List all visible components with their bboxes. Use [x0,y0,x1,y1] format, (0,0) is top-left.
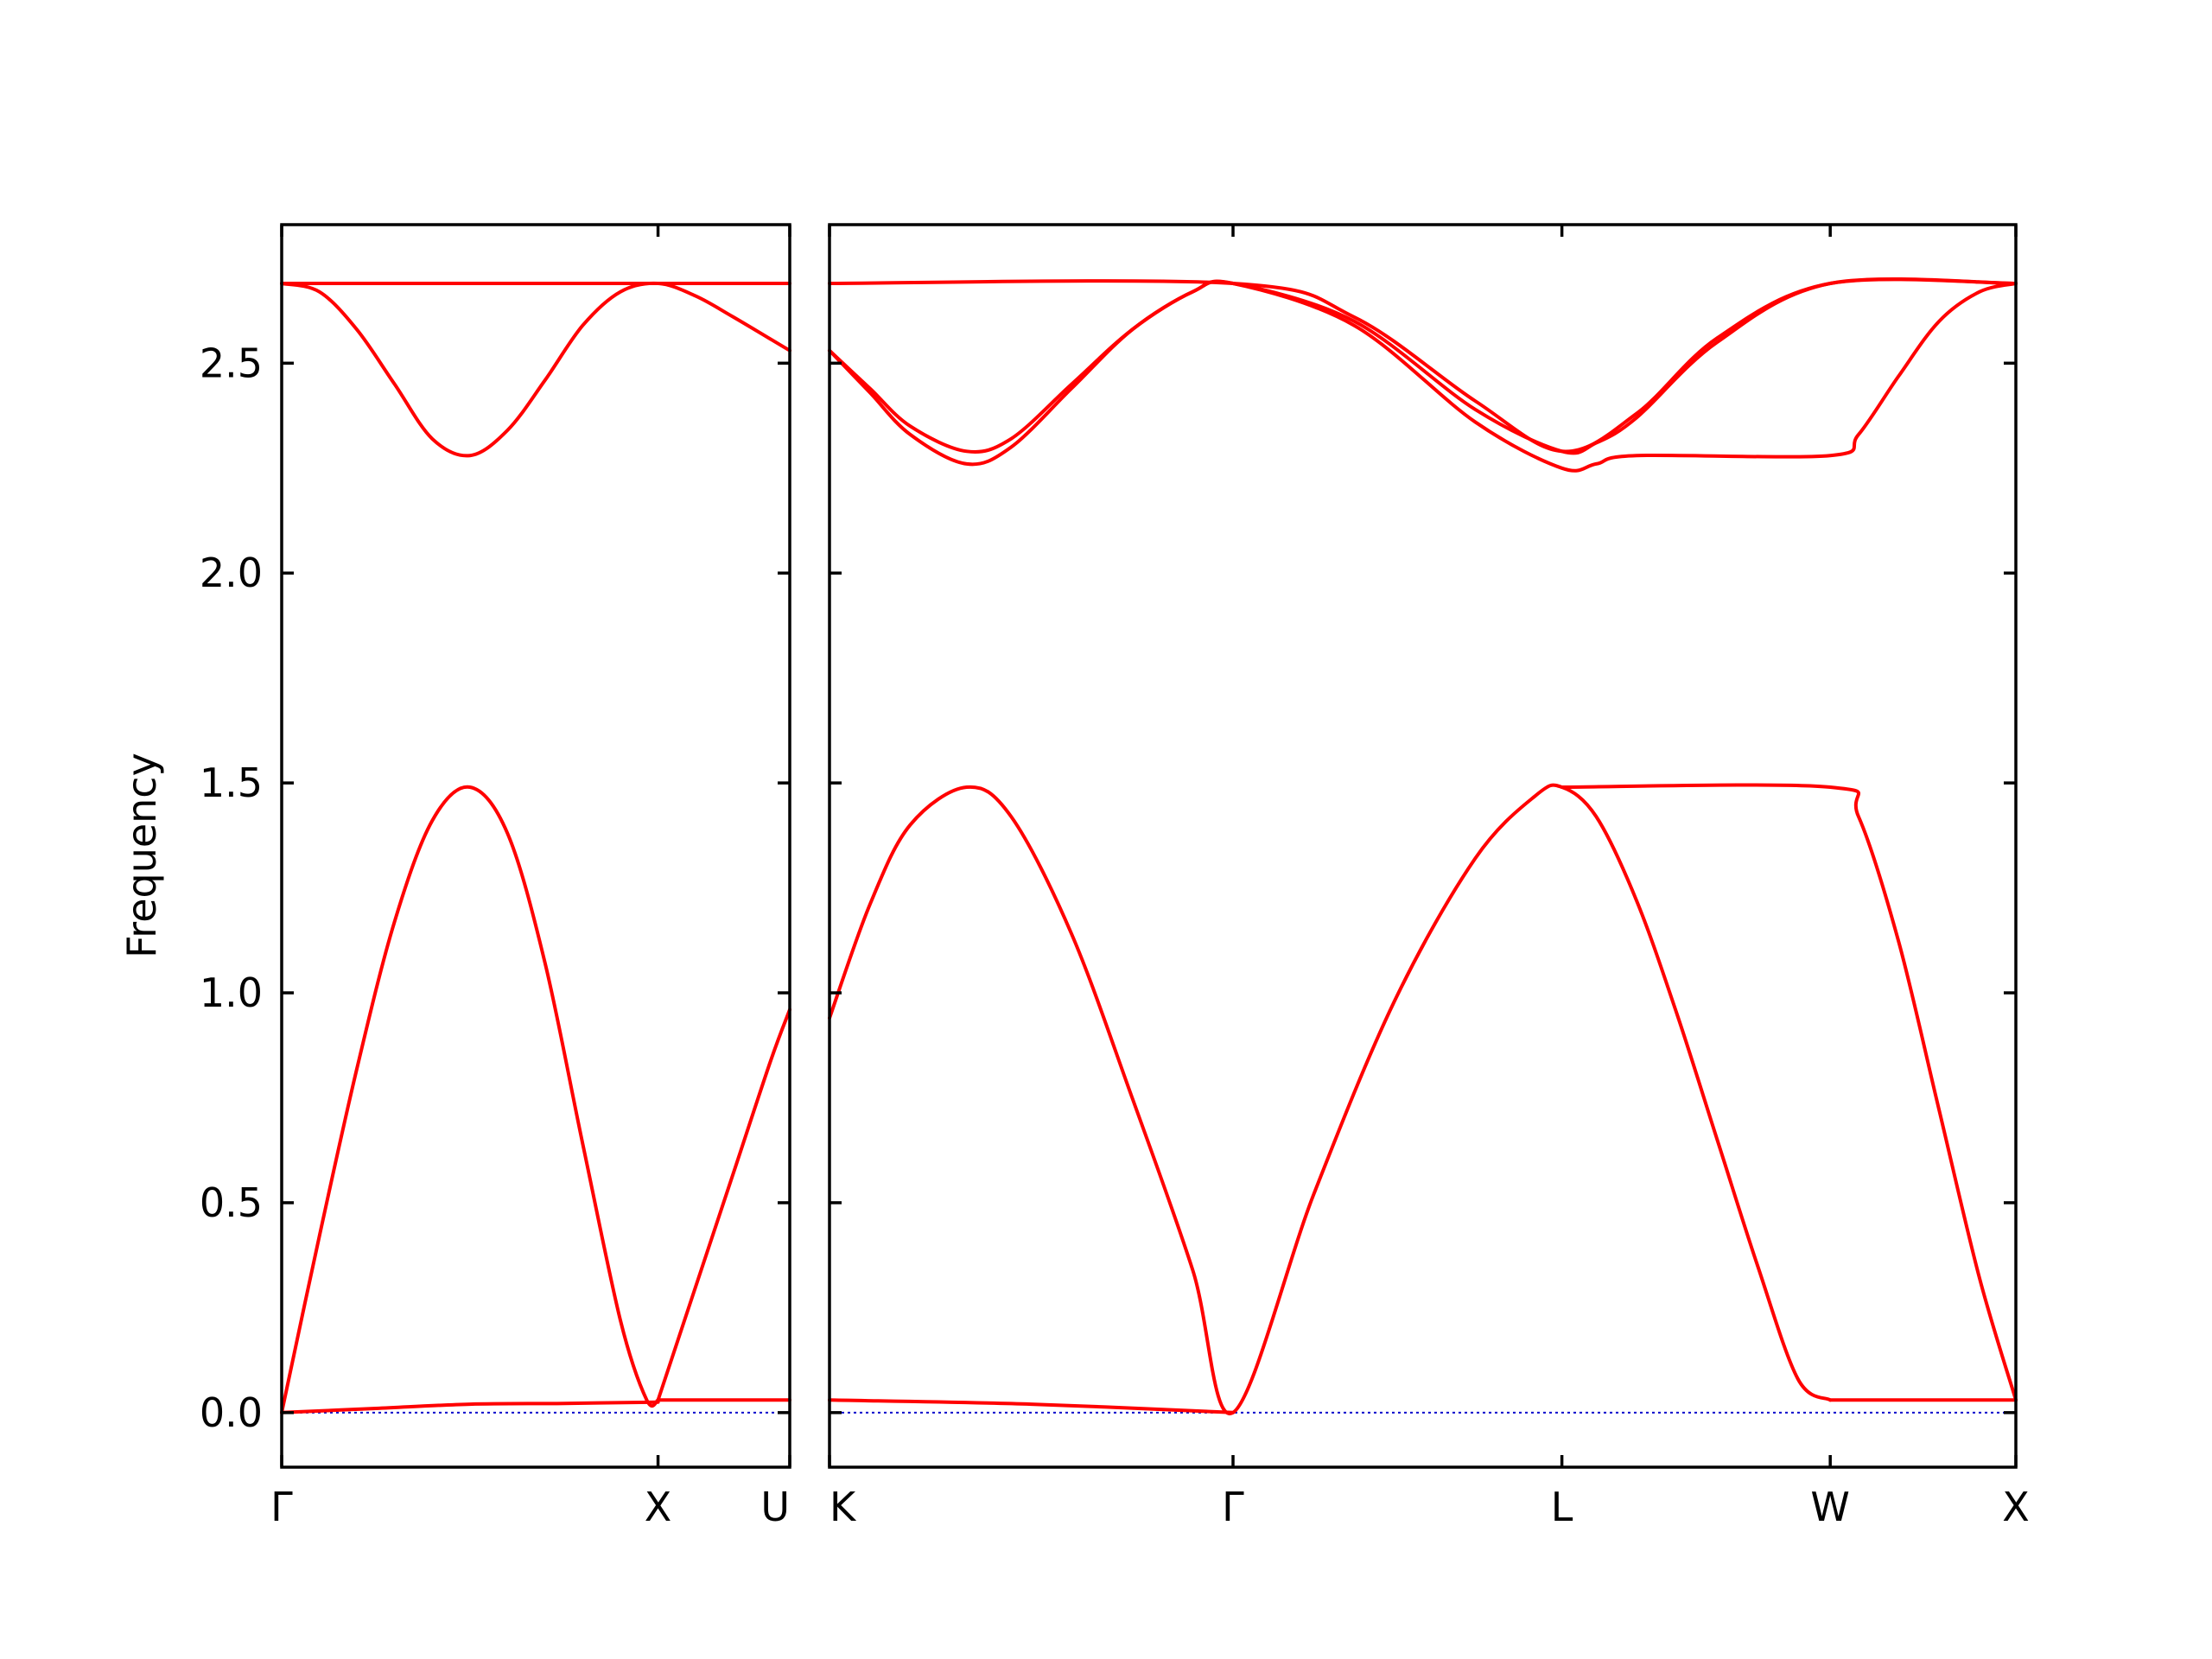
band-line-5 [1560,783,2018,1402]
x-tick-label: Γ [1222,1484,1244,1530]
x-tick-label: K [830,1484,857,1530]
band-line-2 [280,281,791,458]
x-tick-label: W [1810,1484,1849,1530]
y-tick-label: 1.5 [200,760,263,806]
band-line-6 [828,1398,1235,1414]
band-line-5 [656,1007,791,1402]
band-line-3 [280,785,660,1414]
y-tick-label: 0.0 [200,1389,263,1436]
panel-frame [828,223,2018,1469]
y-tick-label: 2.5 [200,340,263,386]
y-tick-label: 0.5 [200,1179,263,1226]
x-tick-label: L [1551,1484,1573,1530]
chart-panels: 0.0 0.5 1.0 1.5 2.0 2.5 Γ X U K Γ L W X [200,223,2030,1530]
band-line-1 [828,277,2018,454]
band-line-4 [828,783,1833,1415]
y-tick-label: 2.0 [200,550,263,596]
x-tick-label: X [645,1484,672,1530]
x-tick-label: Γ [270,1484,293,1530]
panel-1: 0.0 0.5 1.0 1.5 2.0 2.5 Γ X U [200,223,791,1530]
x-tick-label: U [760,1484,790,1530]
band-line-2 [828,276,2018,455]
band-line-4 [280,1400,660,1414]
x-tick-label: X [2002,1484,2030,1530]
y-tick-label: 1.0 [200,969,263,1016]
band-line-3 [828,279,2018,473]
y-axis-label: Frequency [118,753,165,958]
panel-frame [280,223,791,1469]
